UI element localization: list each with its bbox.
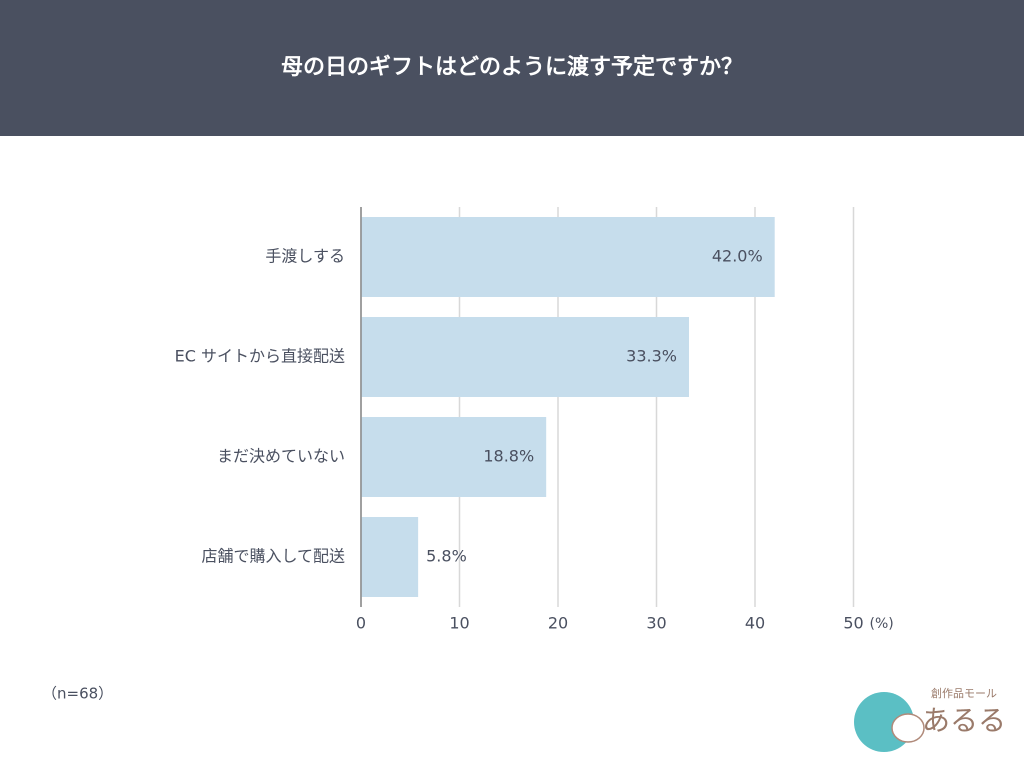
y-tick-label: 店舗で購入して配送 bbox=[201, 547, 345, 566]
logo-name: あるる bbox=[922, 704, 1006, 737]
value-label: 42.0% bbox=[712, 247, 763, 266]
note: （n=68） bbox=[42, 685, 113, 703]
logo-rabbit bbox=[891, 713, 925, 743]
bar bbox=[361, 317, 690, 397]
logo-tagline: 創作品モール bbox=[931, 686, 997, 700]
x-tick-label: 0 bbox=[356, 614, 366, 633]
value-label: 33.3% bbox=[626, 347, 677, 366]
value-label: 5.8% bbox=[426, 547, 467, 566]
chart-title: 母の日のギフトはどのように渡す予定ですか？ bbox=[281, 54, 743, 80]
y-tick-label: まだ決めていない bbox=[217, 447, 345, 466]
value-label: 18.8% bbox=[483, 447, 534, 466]
x-tick-label: 10 bbox=[449, 614, 469, 633]
logo: 創作品モール あるる bbox=[854, 686, 1006, 752]
bar bbox=[361, 417, 547, 497]
x-axis-unit: (%) bbox=[870, 616, 894, 632]
bar bbox=[361, 217, 775, 297]
x-tick-label: 20 bbox=[548, 614, 568, 633]
y-tick-label: EC サイトから直接配送 bbox=[175, 347, 345, 366]
x-tick-label: 30 bbox=[646, 614, 666, 633]
x-tick-label: 40 bbox=[745, 614, 765, 633]
header-band bbox=[0, 0, 1024, 136]
bar bbox=[361, 517, 419, 597]
x-tick-label: 50 bbox=[843, 614, 863, 633]
y-tick-label: 手渡しする bbox=[265, 247, 345, 266]
